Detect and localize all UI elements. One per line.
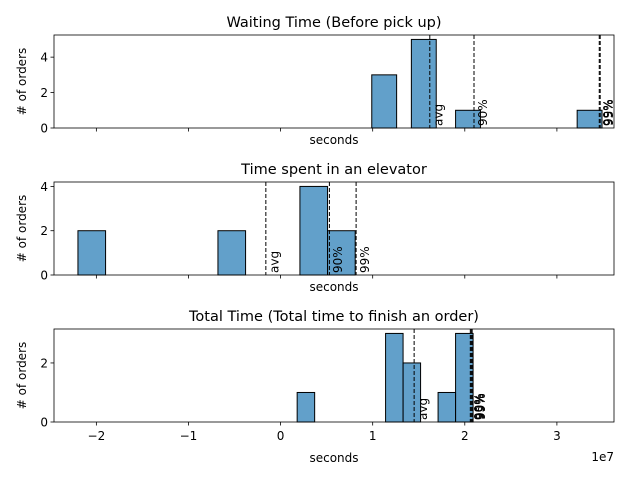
y-tick-label: 2 [40,86,48,100]
y-axis-label: # of orders [15,342,29,410]
marker-label-avg: avg [432,104,446,126]
axes-frame [53,34,615,129]
histogram-bar [576,109,603,129]
subplot-title: Total Time (Total time to finish an orde… [188,309,479,325]
histogram-bar [77,230,107,276]
subplot-2: avg 90% 99% 0 2 4 Time spent in an elevator sec… [15,162,615,294]
x-offset-label: 1e7 [591,450,614,464]
x-tick-label: −1 [180,429,198,443]
subplot-title: Time spent in an elevator [240,162,427,178]
x-tick-label: −2 [88,429,106,443]
x-axis-label: seconds [309,451,358,465]
y-tick-label: 4 [40,51,48,65]
subplot-title: Waiting Time (Before pick up) [226,15,441,31]
y-tick-label: 0 [40,122,48,136]
subplot-1: avg 90% 99%95% 0 2 4 Waiting Time (Before pick… [15,15,616,147]
histogram-bar [327,230,356,276]
histogram-bar [296,391,316,423]
marker-label-95pct: 95% [473,393,487,420]
x-axis-label: seconds [309,280,358,294]
histogram-bar [385,332,404,423]
histogram-bar [299,185,329,276]
histogram-bar [410,38,437,129]
y-tick-label: 4 [40,180,48,194]
marker-label-avg: avg [268,251,282,273]
marker-label-90pct: 90% [476,99,490,126]
x-axis-label: seconds [309,133,358,147]
y-axis-label: # of orders [15,48,29,116]
y-tick-label: 2 [40,356,48,370]
subplot-3: avg 90%95%99% 0 2 −2 −1 0 1 2 3 Total Time (Total … [15,309,615,465]
marker-label-95pct: 95% [602,99,616,126]
axes-frame [53,328,615,423]
histogram-bar [217,230,247,276]
y-tick-label: 2 [40,224,48,238]
histogram-bar [371,74,398,129]
y-tick-label: 0 [40,269,48,283]
x-tick-label: 2 [461,429,469,443]
histogram-bar [437,391,457,423]
x-tick-label: 3 [553,429,561,443]
axes-frame [53,181,615,276]
marker-label-90pct: 90% [331,246,345,273]
y-tick-label: 0 [40,416,48,430]
y-axis-label: # of orders [15,195,29,263]
marker-label-avg: avg [416,398,430,420]
marker-label-99pct: 99% [474,393,488,420]
x-tick-label: 1 [369,429,377,443]
marker-label-99pct: 99% [358,246,372,273]
x-tick-label: 0 [277,429,285,443]
marker-label-90pct: 90% [472,393,486,420]
marker-label-99pct: 99% [601,99,615,126]
